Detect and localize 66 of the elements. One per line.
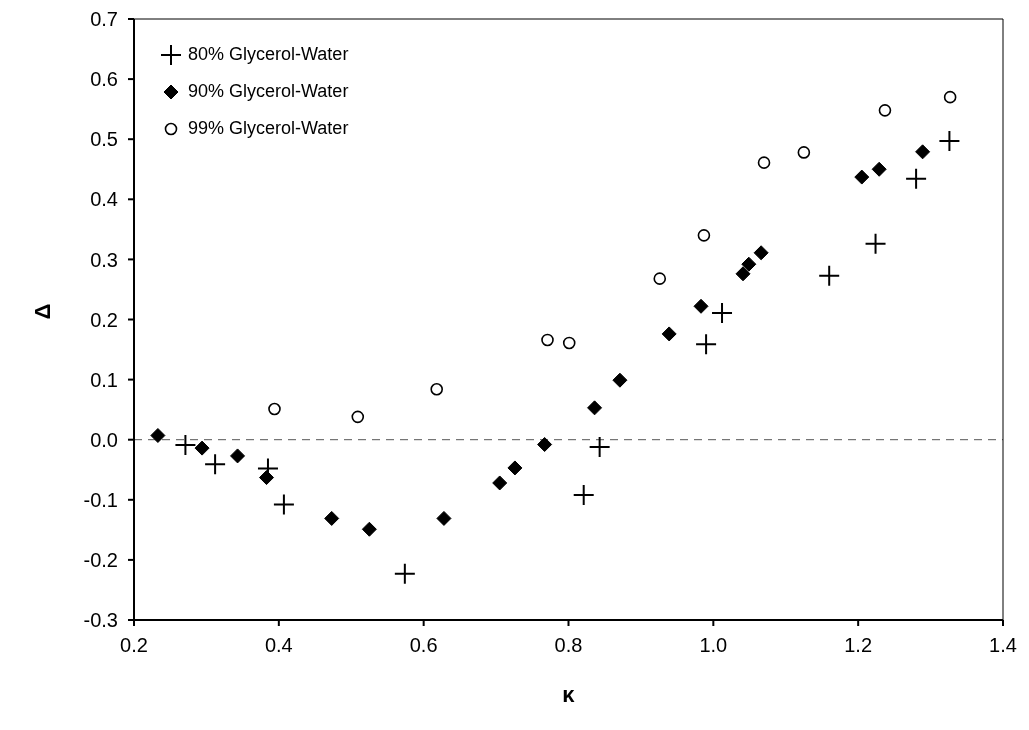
y-tick-label: 0.5: [90, 128, 118, 151]
point: [324, 510, 340, 526]
y-tick-label: 0.4: [90, 188, 118, 211]
x-tick-label: 1.2: [844, 634, 873, 657]
point: [230, 448, 246, 464]
y-tick-label: -0.3: [83, 609, 118, 632]
point: [194, 440, 210, 456]
x-tick-label: 0.8: [554, 634, 583, 657]
point: [436, 510, 452, 526]
point: [268, 402, 281, 416]
x-tick-label: 0.6: [409, 634, 438, 657]
point: [653, 272, 667, 285]
point: [562, 336, 576, 350]
x-tick-label: 0.2: [120, 634, 148, 657]
point: [757, 156, 771, 169]
y-tick-label: 0.2: [90, 308, 118, 331]
point: [878, 104, 892, 117]
point: [915, 144, 931, 160]
point: [797, 146, 811, 159]
legend-label: 80% Glycerol-Water: [188, 43, 349, 66]
point: [938, 130, 961, 152]
x-tick-label: 1.0: [699, 634, 728, 657]
x-tick-label: 1.4: [989, 634, 1017, 657]
point: [507, 460, 523, 476]
point: [693, 298, 709, 314]
point: [150, 427, 166, 443]
point: [393, 562, 416, 585]
point: [572, 483, 595, 506]
y-tick-label: 0.7: [90, 8, 118, 31]
legend-label: 99% Glycerol-Water: [188, 117, 349, 140]
point: [537, 437, 553, 453]
y-tick-label: 0.1: [90, 368, 118, 391]
point: [587, 400, 603, 416]
point: [541, 333, 554, 347]
point: [871, 161, 887, 177]
point: [905, 167, 928, 190]
point: [361, 521, 377, 537]
point: [174, 434, 197, 457]
point: [272, 493, 295, 516]
point: [753, 245, 769, 261]
y-tick-label: 0.0: [90, 428, 118, 451]
y-axis-title: Δ: [29, 303, 55, 320]
point: [259, 470, 275, 486]
point: [864, 232, 887, 255]
x-axis-title: κ: [562, 682, 576, 707]
point: [697, 229, 711, 242]
point: [430, 382, 443, 396]
point: [612, 372, 628, 388]
point: [351, 410, 365, 424]
point: [735, 266, 751, 282]
point: [854, 169, 870, 185]
y-tick-label: -0.1: [83, 488, 118, 511]
x-tick-label: 0.4: [264, 634, 293, 657]
point: [711, 301, 734, 324]
point: [818, 264, 841, 287]
point: [741, 256, 757, 272]
legend-label: 90% Glycerol-Water: [188, 80, 349, 103]
y-tick-label: 0.3: [90, 248, 118, 271]
point: [204, 453, 227, 476]
point: [661, 326, 677, 342]
point: [492, 475, 508, 491]
y-tick-label: -0.2: [83, 549, 118, 571]
point: [695, 333, 718, 356]
y-tick-label: 0.6: [90, 68, 118, 91]
point: [588, 435, 611, 458]
point: [943, 90, 957, 104]
